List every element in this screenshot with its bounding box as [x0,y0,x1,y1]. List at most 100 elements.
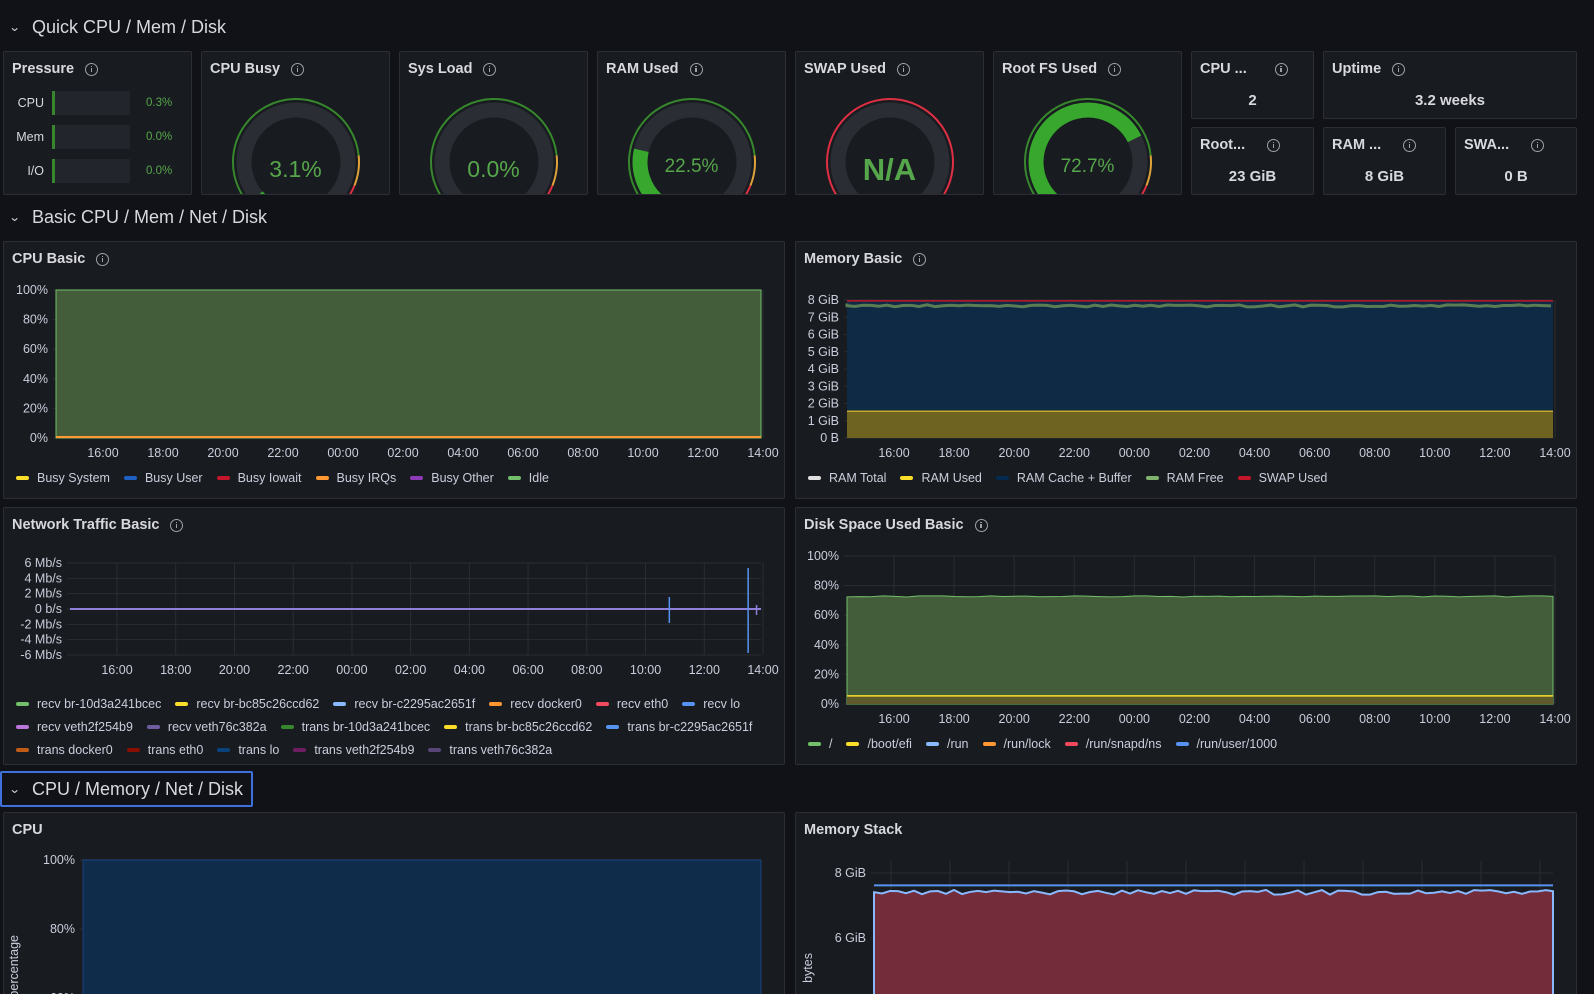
legend-item[interactable]: recv veth76c382a [146,719,267,734]
legend-item[interactable]: trans br-10d3a241bcec [280,719,430,734]
legend-item[interactable]: Busy User [123,470,203,485]
stat-value: 0 B [1504,168,1528,185]
legend-item[interactable]: / [808,736,832,751]
row-full[interactable]: ⌄ CPU / Memory / Net / Disk [0,771,254,807]
legend-item[interactable]: /run/snapd/ns [1064,736,1162,751]
x-tick-label: 00:00 [1119,446,1150,460]
y-tick-label: 8 GiB [808,293,839,307]
legend-label: RAM Total [829,470,887,485]
x-tick-label: 02:00 [1179,712,1210,726]
legend-label: trans docker0 [37,742,113,757]
legend-item[interactable]: recv br-c2295ac2651f [333,696,475,711]
cpu-chart[interactable]: 100% 80% 60% [4,813,785,994]
legend-item[interactable]: recv veth2f254b9 [16,719,133,734]
panel-title: SWA... [1464,137,1510,153]
row-quick[interactable]: ⌄ Quick CPU / Mem / Disk [0,11,226,43]
panel-title: RAM ... [1332,137,1382,153]
info-icon[interactable] [1108,62,1122,76]
gauge-threshold [1145,155,1152,186]
legend-item[interactable]: recv lo [682,696,740,711]
stat-swap-total: SWA... 0 B [1455,127,1577,195]
legend-item[interactable]: recv br-bc85c26ccd62 [175,696,319,711]
legend-item[interactable]: RAM Total [808,470,886,485]
series-apps [873,888,1554,994]
legend-label: trans br-bc85c26ccd62 [465,719,593,734]
x-tick-label: 16:00 [878,446,909,460]
gauge-threshold [551,155,558,186]
legend-item[interactable]: Busy Iowait [216,470,302,485]
x-tick-label: 10:00 [627,446,658,460]
legend-item[interactable]: RAM Used [900,470,982,485]
info-icon[interactable] [1531,138,1545,152]
x-tick-label: 06:00 [1299,446,1330,460]
legend-item[interactable]: recv br-10d3a241bcec [16,696,161,711]
info-icon[interactable] [85,62,99,76]
disk-basic-chart[interactable]: 100% 80% 60% 40% 20% 0% 16:00 18:00 20:00 22:00 00… [796,508,1577,765]
info-icon[interactable] [913,252,927,266]
legend-item[interactable]: /boot/efi [846,736,912,751]
cpu-basic-chart[interactable]: 100% 80% 60% 40% 20% 0% 16:00 18:00 20:00 22:00 00… [4,242,785,499]
network-basic-chart[interactable]: 6 Mb/s4 Mb/s 2 Mb/s0 b/s-2 Mb/s -4 Mb/s-6 … [4,508,785,765]
legend-item[interactable]: recv docker0 [489,696,582,711]
legend-swatch [410,475,424,480]
legend-item[interactable]: trans docker0 [16,742,113,757]
info-icon[interactable] [170,518,184,532]
legend-label: /run/user/1000 [1196,736,1278,751]
legend-item[interactable]: Busy System [16,470,110,485]
info-icon[interactable] [1392,62,1406,76]
gauge-panel: Sys Load 0.0% [399,51,588,195]
stat-cpu-cores: CPU ... 2 [1191,51,1314,119]
x-tick-label: 14:00 [747,446,778,460]
pressure-bar [52,125,130,149]
info-icon[interactable] [1274,62,1288,76]
legend-item[interactable]: RAM Cache + Buffer [995,470,1132,485]
info-icon[interactable] [1403,138,1417,152]
row-title: CPU / Memory / Net / Disk [32,778,244,799]
y-tick-label: 20% [814,667,839,681]
legend-item[interactable]: trans veth76c382a [428,742,552,757]
legend-item[interactable]: Busy IRQs [315,470,396,485]
legend-item[interactable]: trans br-c2295ac2651f [606,719,752,734]
legend-item[interactable]: recv eth0 [595,696,668,711]
legend-item[interactable]: trans lo [217,742,279,757]
legend-item[interactable]: RAM Free [1145,470,1224,485]
x-tick-label: 22:00 [1059,712,1090,726]
gauge-threshold [826,98,954,194]
legend: RAM Total RAM Used RAM Cache + Buffer RAM F… [808,470,1568,485]
stat-uptime: Uptime 3.2 weeks [1323,51,1577,119]
stat-ram-total: RAM ... 8 GiB [1323,127,1446,195]
gauge-threshold [353,155,360,186]
legend-swatch [315,475,329,480]
legend-swatch [175,701,189,706]
legend-item[interactable]: Idle [507,470,549,485]
memory-basic-chart[interactable]: 8 GiB 7 GiB 6 GiB 5 GiB 4 GiB 3 GiB 2 GiB 1 GiB… [796,242,1577,499]
row-title: Basic CPU / Mem / Net / Disk [32,206,268,227]
legend-swatch [428,747,442,752]
pressure-label: CPU [17,96,44,110]
legend-label: RAM Free [1166,470,1224,485]
legend-label: Busy User [144,470,203,485]
x-tick-label: 20:00 [999,712,1030,726]
y-tick-label: 7 GiB [808,310,839,324]
info-icon[interactable] [974,518,988,532]
info-icon[interactable] [291,62,305,76]
info-icon[interactable] [689,62,703,76]
y-tick-label: 80% [814,579,839,593]
info-icon[interactable] [483,62,497,76]
legend-item[interactable]: /run [925,736,969,751]
legend-item[interactable]: /run/user/1000 [1175,736,1278,751]
gauge-fill [1028,102,1142,194]
info-icon[interactable] [896,62,910,76]
legend-item[interactable]: Busy Other [410,470,494,485]
legend-item[interactable]: trans eth0 [126,742,203,757]
legend-item[interactable]: /run/lock [982,736,1051,751]
info-icon[interactable] [96,252,110,266]
info-icon[interactable] [1267,138,1281,152]
legend-item[interactable]: trans veth2f254b9 [293,742,414,757]
y-tick-label: 80% [50,922,75,936]
x-tick-label: 08:00 [567,446,598,460]
legend-item[interactable]: SWAP Used [1237,470,1327,485]
row-basic[interactable]: ⌄ Basic CPU / Mem / Net / Disk [0,201,267,233]
legend-item[interactable]: trans br-bc85c26ccd62 [444,719,592,734]
